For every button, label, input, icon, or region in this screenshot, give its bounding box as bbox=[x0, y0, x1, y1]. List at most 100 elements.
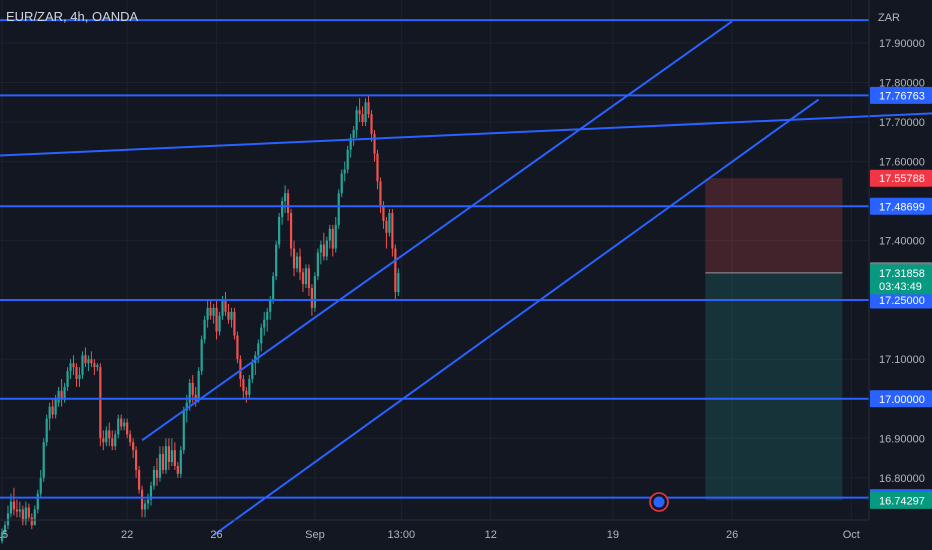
countdown-label: 03:43:49 bbox=[879, 281, 922, 293]
candle bbox=[391, 209, 394, 257]
candle bbox=[328, 224, 331, 249]
drawings[interactable] bbox=[0, 19, 932, 536]
candle bbox=[218, 311, 221, 336]
price-tick-label: 17.90000 bbox=[879, 38, 925, 50]
candle bbox=[129, 430, 132, 447]
price-tick-label: 17.80000 bbox=[879, 78, 925, 90]
candle bbox=[284, 185, 287, 213]
candle bbox=[203, 315, 206, 344]
candle bbox=[358, 98, 361, 123]
candle bbox=[152, 465, 156, 490]
trend-line[interactable] bbox=[212, 98, 820, 536]
candle bbox=[78, 367, 81, 387]
price-tick-label: 16.80000 bbox=[879, 473, 925, 485]
symbol-info[interactable]: EUR/ZAR, 4h, OANDA bbox=[6, 9, 139, 24]
candle bbox=[394, 244, 397, 300]
candle bbox=[385, 216, 388, 249]
position-tool[interactable] bbox=[705, 178, 843, 501]
candle bbox=[45, 414, 48, 447]
stop-zone[interactable] bbox=[705, 178, 843, 273]
stop-price-tag: 17.55788 bbox=[870, 169, 932, 187]
candle bbox=[0, 528, 4, 544]
price-tag-label: 17.31858 bbox=[879, 268, 925, 280]
candle bbox=[298, 248, 302, 281]
candle bbox=[233, 307, 236, 340]
event-marker-icon[interactable] bbox=[649, 492, 669, 512]
candle bbox=[352, 126, 355, 146]
candle bbox=[361, 106, 364, 127]
candle bbox=[27, 503, 30, 522]
price-tick-label: 17.10000 bbox=[879, 354, 925, 366]
candle bbox=[340, 169, 343, 198]
level-price-tag: 17.25000 bbox=[870, 291, 932, 309]
candle bbox=[334, 216, 337, 253]
candle bbox=[30, 513, 33, 530]
candle bbox=[295, 252, 299, 273]
candle bbox=[224, 292, 227, 316]
candle bbox=[18, 501, 21, 518]
candle bbox=[337, 189, 340, 229]
trend-line[interactable] bbox=[0, 111, 932, 157]
candle bbox=[343, 161, 346, 182]
price-tag-label: 17.76763 bbox=[879, 90, 925, 102]
candle bbox=[69, 359, 72, 380]
trend-line[interactable] bbox=[141, 20, 733, 442]
grid bbox=[0, 0, 869, 520]
candle bbox=[84, 347, 87, 368]
candle bbox=[143, 499, 147, 518]
price-tag-label: 17.25000 bbox=[879, 295, 925, 307]
time-tick-label: 12 bbox=[485, 529, 497, 541]
candle bbox=[123, 418, 126, 431]
candle bbox=[161, 446, 165, 474]
price-tag-label: 17.48699 bbox=[879, 201, 925, 213]
price-tick-label: 17.60000 bbox=[879, 157, 925, 169]
candle bbox=[146, 493, 150, 510]
time-tick-label: Oct bbox=[843, 529, 860, 541]
candle bbox=[245, 386, 248, 403]
time-tick-label: 26 bbox=[726, 529, 738, 541]
price-axis[interactable]: 17.90000 17.80000 17.70000 17.60000 17.40000… bbox=[879, 38, 925, 550]
level-price-tag: 17.00000 bbox=[870, 390, 932, 408]
time-tick-label: 15 bbox=[0, 529, 8, 541]
candle bbox=[200, 335, 203, 376]
candle bbox=[51, 398, 54, 419]
candle bbox=[137, 465, 141, 494]
candle bbox=[319, 240, 322, 265]
candle bbox=[12, 487, 16, 516]
candle bbox=[263, 311, 266, 336]
candle bbox=[60, 379, 63, 407]
candle bbox=[140, 485, 144, 518]
candle bbox=[212, 303, 215, 324]
candle bbox=[6, 505, 10, 530]
candle bbox=[373, 129, 376, 162]
candle bbox=[364, 98, 367, 127]
level-price-tag: 17.48699 bbox=[870, 197, 932, 215]
candle bbox=[355, 106, 358, 138]
time-axis[interactable]: 15 22 26 Sep 13:00 12 19 26 Oct bbox=[0, 529, 860, 541]
candle bbox=[275, 240, 278, 281]
candle bbox=[248, 375, 251, 399]
price-tags: 17.7676317.4869917.2500017.0000016.75000… bbox=[870, 86, 932, 509]
candle bbox=[33, 505, 36, 526]
candle bbox=[114, 430, 117, 451]
target-zone[interactable] bbox=[705, 272, 843, 501]
price-tag-label: 17.55788 bbox=[879, 173, 925, 185]
candle bbox=[155, 458, 159, 486]
candle bbox=[15, 499, 18, 518]
candle bbox=[3, 521, 7, 538]
candle bbox=[21, 505, 24, 526]
candle bbox=[307, 264, 311, 296]
candle bbox=[170, 438, 173, 466]
price-tick-label: 17.70000 bbox=[879, 117, 925, 129]
candle bbox=[108, 422, 111, 447]
candle bbox=[24, 501, 27, 526]
level-price-tag: 17.76763 bbox=[870, 86, 932, 104]
candle bbox=[182, 406, 185, 455]
candle bbox=[209, 299, 212, 320]
candle bbox=[102, 430, 105, 451]
candle bbox=[99, 363, 102, 447]
currency-label: ZAR bbox=[878, 12, 900, 24]
candle bbox=[96, 363, 99, 372]
